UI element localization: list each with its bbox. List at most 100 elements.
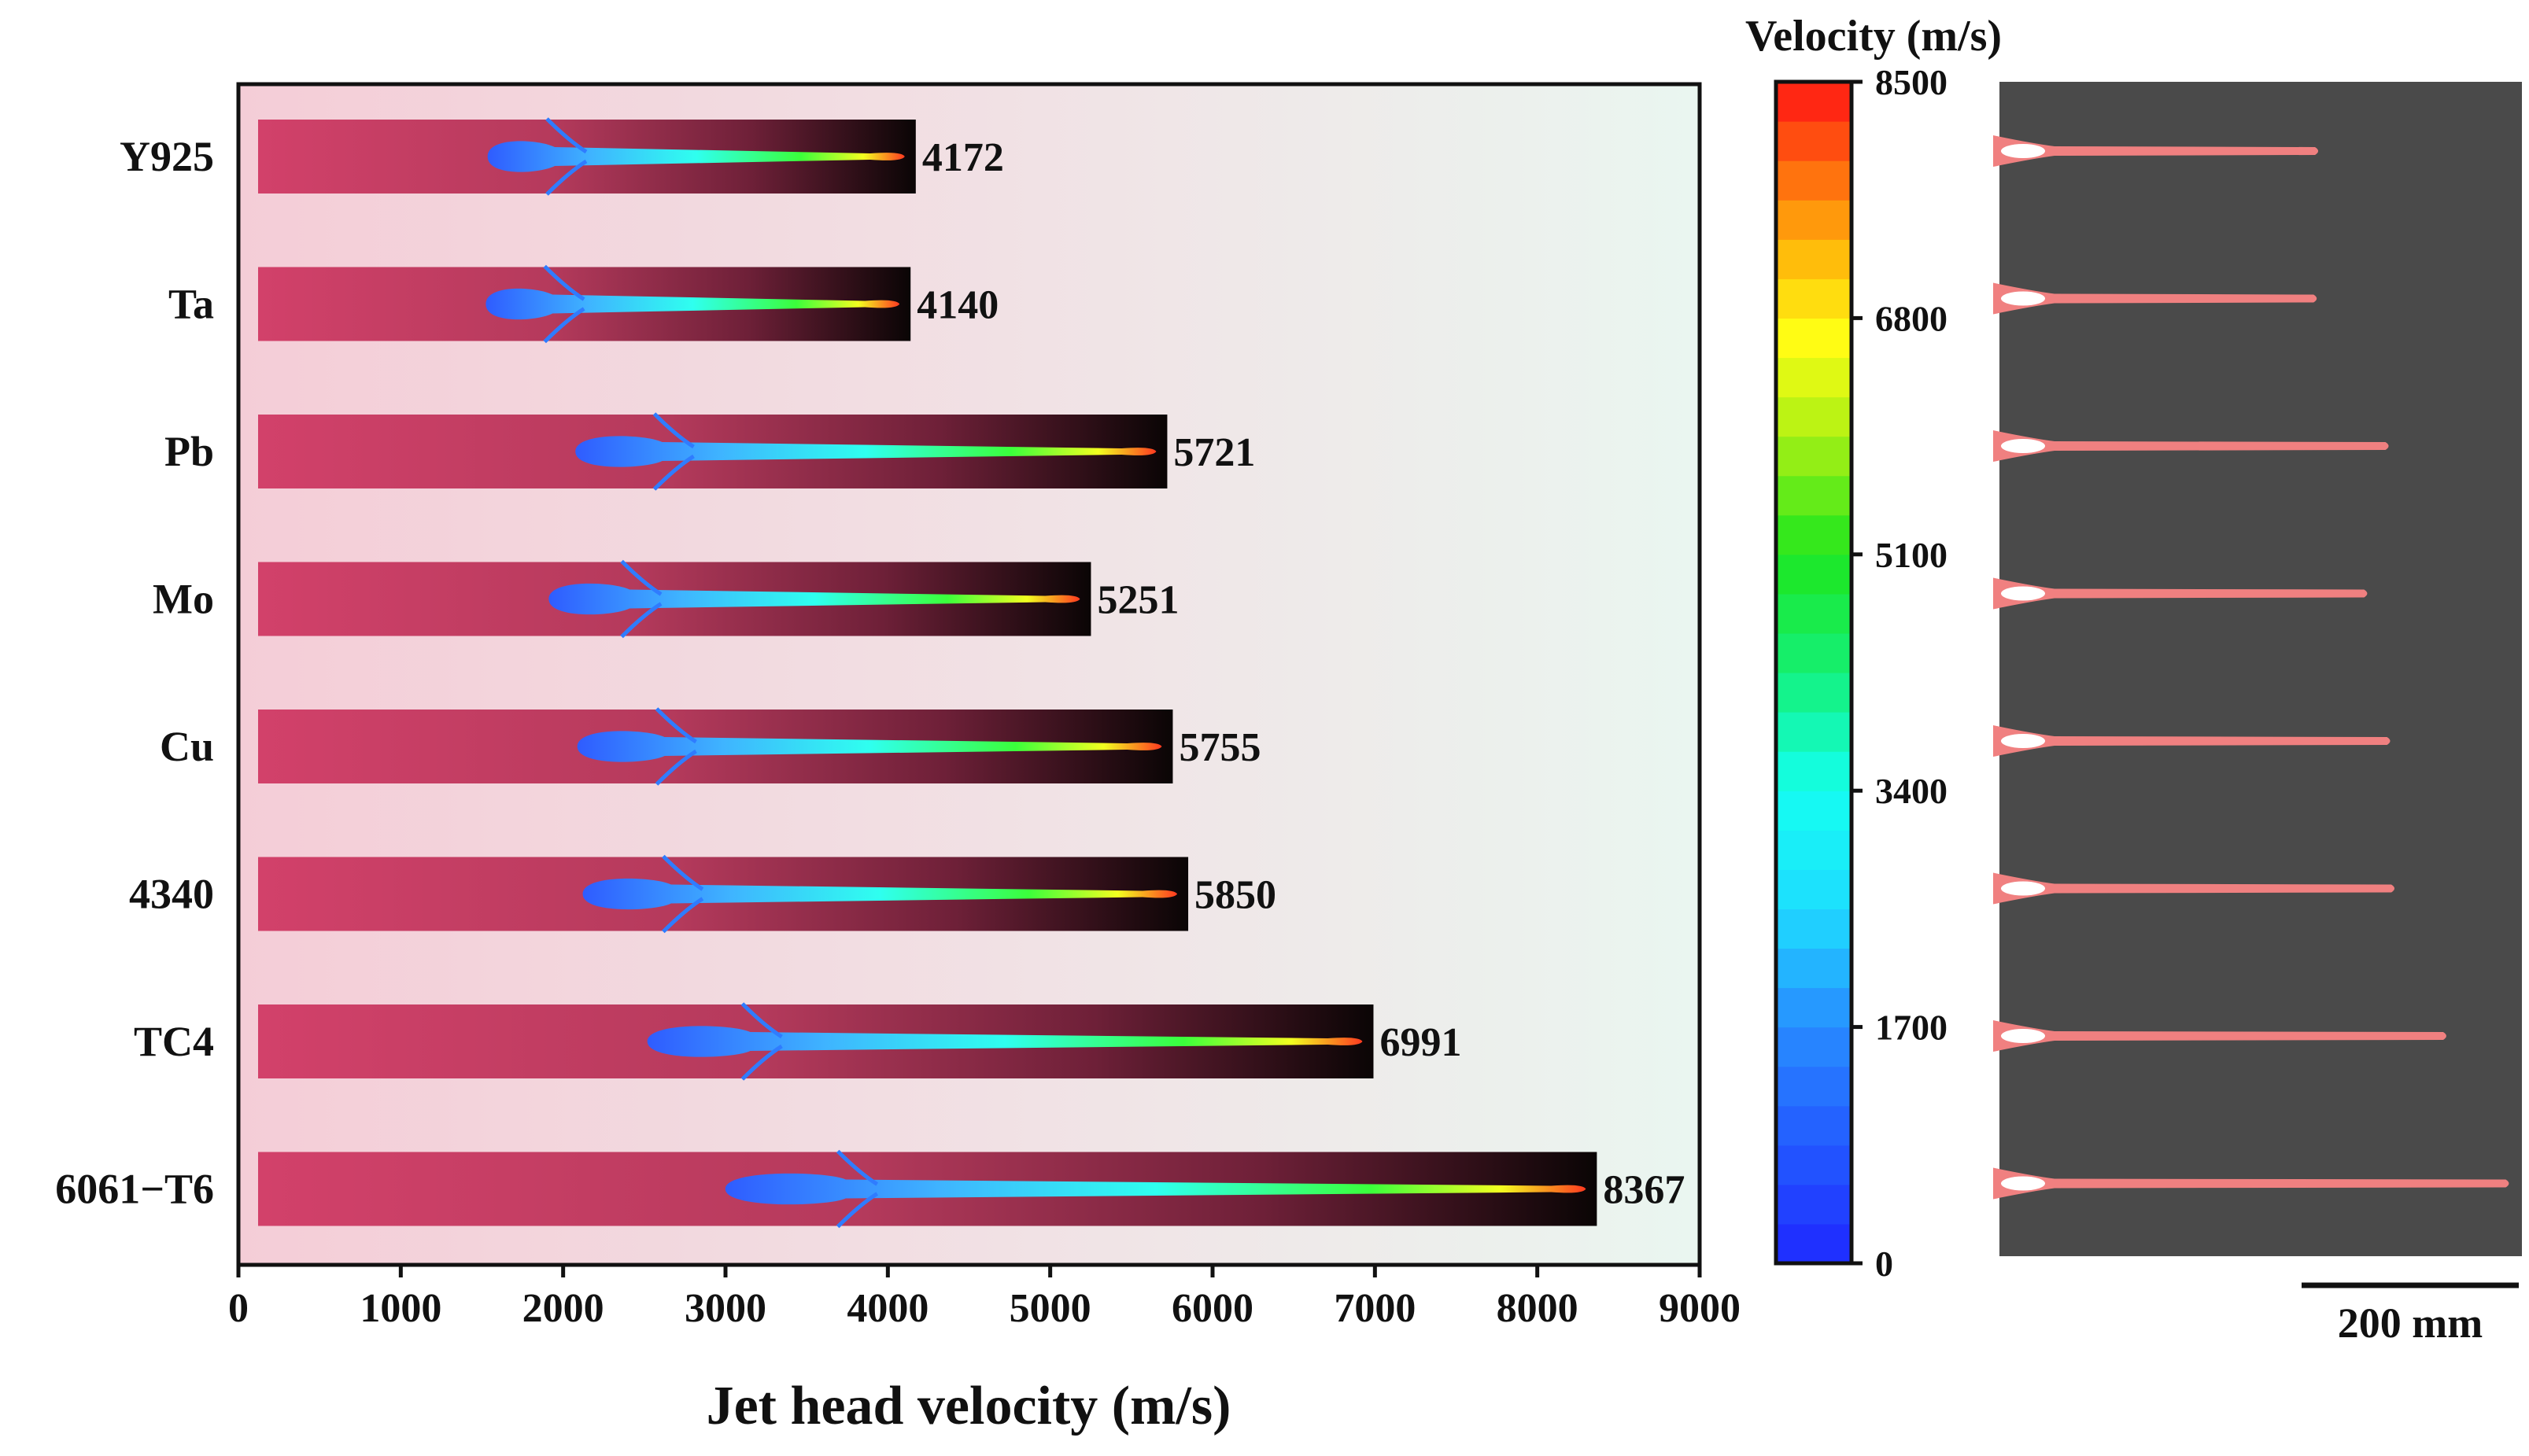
simulation-jet-body-4 (1993, 725, 2391, 757)
x-tick-label-0: 0 (228, 1286, 249, 1331)
jet-wing-lower-1 (543, 307, 585, 344)
plot-frame (236, 82, 1702, 1267)
jet-shape-7 (725, 1149, 1586, 1229)
jet-wing-lower-0 (545, 159, 588, 196)
simulation-jet-core-1 (2001, 291, 2045, 306)
simulation-jet-core-3 (2001, 586, 2045, 601)
jet-shape-1 (485, 264, 900, 344)
colorbar-frame (1774, 79, 1854, 1266)
category-label-7: 6061−T6 (55, 1166, 214, 1213)
simulation-jet-body-2 (1993, 430, 2389, 462)
simulation-jet-0 (1993, 135, 2319, 167)
simulation-background (1999, 82, 2522, 1256)
colorbar-tick-label-5: 8500 (1875, 62, 1948, 102)
category-label-3: Mo (153, 576, 214, 623)
simulation-jet-1 (1993, 282, 2317, 315)
colorbar-tick-label-2: 3400 (1875, 771, 1948, 811)
jet-wing-upper-4 (655, 707, 697, 744)
colorbar-ticks: 0 1700 3400 5100 6800 8500 (1852, 62, 1948, 1284)
jet-wing-lower-7 (836, 1192, 879, 1229)
colorbar-band-26 (1776, 200, 1852, 240)
colorbar-band-21 (1776, 396, 1852, 437)
simulation-jet-6 (1993, 1020, 2446, 1052)
category-label-0: Y925 (120, 133, 214, 180)
colorbar-band-14 (1776, 673, 1852, 713)
jet-body-3 (548, 583, 1080, 615)
colorbar-band-27 (1776, 160, 1852, 201)
simulation-jet-body-5 (1993, 872, 2394, 905)
jet-body-4 (577, 731, 1162, 762)
jet-wing-lower-2 (652, 454, 695, 491)
simulation-jet-body-6 (1993, 1020, 2446, 1052)
x-tick-label-1: 1000 (360, 1286, 441, 1331)
bar-value-label-7: 8367 (1603, 1168, 1685, 1213)
plot-background (238, 84, 1700, 1265)
jet-shape-0 (487, 117, 905, 196)
x-tick-label-3: 3000 (685, 1286, 766, 1331)
bar-value-label-4: 5755 (1179, 725, 1261, 770)
simulation-jets (1993, 135, 2509, 1200)
colorbar-band-24 (1776, 278, 1852, 319)
category-label-5: 4340 (129, 871, 214, 918)
simulation-jet-5 (1993, 872, 2394, 905)
jet-wing-lower-5 (662, 897, 704, 934)
simulation-jet-body-1 (1993, 282, 2317, 315)
simulation-jet-4 (1993, 725, 2391, 757)
colorbar-band-11 (1776, 791, 1852, 831)
colorbar-tick-label-4: 6800 (1875, 298, 1948, 338)
simulation-jet-7 (1993, 1167, 2509, 1200)
jet-wing-upper-2 (652, 412, 695, 449)
colorbar-band-23 (1776, 318, 1852, 359)
colorbar-band-3 (1776, 1105, 1852, 1146)
category-label-2: Pb (164, 428, 214, 475)
category-labels: Y925 Ta Pb Mo Cu 4340 TC4 6061−T6 (55, 133, 214, 1213)
jet-wing-upper-6 (740, 1002, 783, 1039)
x-axis-ticks: 0 1000 2000 3000 4000 5000 6000 7000 8000 9000 (228, 1265, 1741, 1331)
jet-wing-upper-5 (662, 854, 704, 891)
colorbar-band-10 (1776, 830, 1852, 870)
colorbar-band-8 (1776, 909, 1852, 949)
colorbar: Velocity (m/s) 0 1700 3400 5100 6800 8500 (1745, 12, 2002, 1284)
bar-value-label-3: 5251 (1097, 578, 1179, 623)
bar-value-label-6: 6991 (1379, 1020, 1461, 1065)
jet-body-6 (647, 1026, 1363, 1057)
colorbar-band-6 (1776, 987, 1852, 1028)
colorbar-tick-label-0: 0 (1875, 1244, 1893, 1284)
bar-value-label-1: 4140 (917, 283, 999, 328)
colorbar-band-1 (1776, 1184, 1852, 1225)
category-label-4: Cu (160, 723, 214, 770)
simulation-jet-3 (1993, 577, 2368, 610)
jet-body-5 (582, 878, 1178, 910)
simulation-jet-body-3 (1993, 577, 2368, 610)
jet-shape-4 (577, 707, 1162, 786)
colorbar-bands (1776, 82, 1852, 1264)
colorbar-band-22 (1776, 357, 1852, 398)
simulation-jet-core-5 (2001, 881, 2045, 896)
jet-wing-upper-1 (543, 264, 585, 301)
colorbar-band-9 (1776, 869, 1852, 909)
jet-body-7 (725, 1173, 1586, 1205)
colorbar-band-5 (1776, 1027, 1852, 1067)
colorbar-band-19 (1776, 475, 1852, 516)
simulation-jet-core-7 (2001, 1176, 2045, 1191)
colorbar-band-29 (1776, 82, 1852, 122)
main-plot: 4172 4140 5721 5251 5755 5850 6991 8367 Y925 Ta P… (55, 82, 1741, 1436)
colorbar-band-12 (1776, 751, 1852, 791)
colorbar-title: Velocity (m/s) (1745, 12, 2002, 61)
x-tick-label-4: 4000 (847, 1286, 929, 1331)
colorbar-band-0 (1776, 1223, 1852, 1264)
x-tick-label-9: 9000 (1659, 1286, 1741, 1331)
colorbar-band-13 (1776, 712, 1852, 752)
jet-wing-lower-6 (740, 1044, 783, 1081)
jet-body-0 (487, 141, 905, 172)
jet-wing-lower-3 (620, 602, 663, 639)
jet-wing-upper-0 (545, 117, 588, 154)
jet-body-2 (575, 436, 1157, 467)
colorbar-band-2 (1776, 1145, 1852, 1185)
x-tick-label-2: 2000 (522, 1286, 604, 1331)
bar-value-label-5: 5850 (1194, 873, 1276, 918)
colorbar-band-28 (1776, 121, 1852, 161)
colorbar-band-7 (1776, 948, 1852, 989)
simulation-panel: 200 mm (1993, 82, 2522, 1347)
